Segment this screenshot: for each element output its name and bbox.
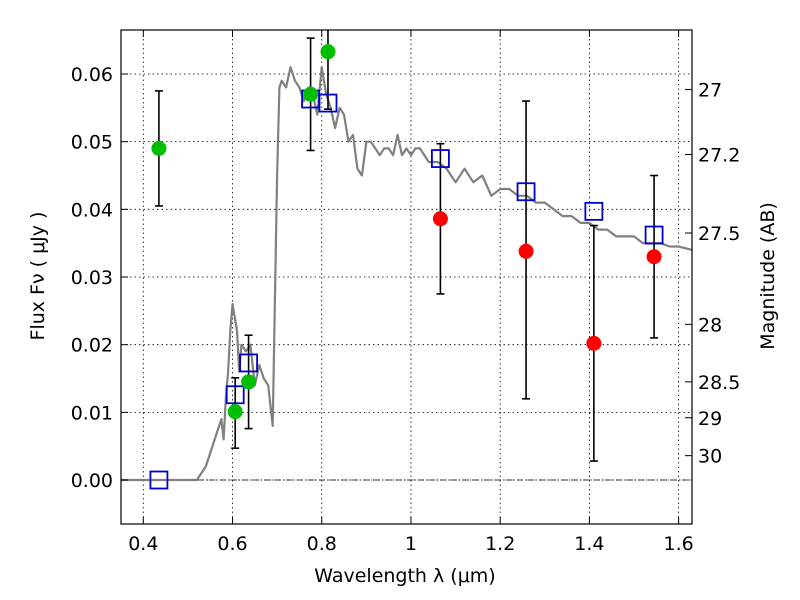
x-tick-label-3: 1 xyxy=(405,533,417,555)
observed-point-green-4 xyxy=(320,44,336,60)
right-tick-label-3: 28 xyxy=(698,314,722,336)
model-point-blue-0 xyxy=(149,470,169,490)
grid xyxy=(121,30,692,524)
y-tick-label-3: 0.03 xyxy=(71,267,113,289)
observed-point-green-3 xyxy=(303,86,319,102)
x-tick-label-0: 0.4 xyxy=(128,533,158,555)
observed-point-green-2 xyxy=(241,374,257,390)
green-errorbar-4 xyxy=(323,30,332,110)
x-axis-label: Wavelength λ (μm) xyxy=(314,565,495,587)
right-tick-label-0: 27 xyxy=(698,80,722,102)
observed-point-green-1 xyxy=(227,404,243,420)
model-point-blue-5 xyxy=(431,149,450,168)
y-axis-label-right: Magnitude (AB) xyxy=(757,202,779,350)
y-ticks-left: 0.00 0.01 0.02 0.03 0.04 0.05 0.06 xyxy=(71,64,128,492)
x-tick-label-4: 1.2 xyxy=(485,533,515,555)
right-tick-label-4: 28.5 xyxy=(698,372,740,394)
observed-point-green-0 xyxy=(151,140,167,156)
marker-layer xyxy=(149,44,664,490)
model-spectrum-layer xyxy=(121,66,693,482)
y-tick-label-2: 0.02 xyxy=(71,335,113,357)
observed-point-red-2 xyxy=(586,335,602,351)
y-tick-label-5: 0.05 xyxy=(71,132,113,154)
right-tick-label-1: 27.2 xyxy=(698,145,740,167)
x-tick-label-2: 0.8 xyxy=(307,533,337,555)
right-tick-label-2: 27.5 xyxy=(698,223,740,245)
model-spectrum-line xyxy=(121,66,693,482)
observed-point-red-1 xyxy=(518,243,534,259)
observed-point-red-0 xyxy=(432,211,448,227)
y-tick-label-0: 0.00 xyxy=(71,470,113,492)
model-point-blue-8 xyxy=(644,225,664,245)
x-tick-label-1: 0.6 xyxy=(217,533,247,555)
errorbar-layer xyxy=(154,30,659,462)
model-point-blue-6 xyxy=(516,182,536,202)
y-tick-label-4: 0.04 xyxy=(71,199,113,221)
model-point-blue-4 xyxy=(318,93,338,113)
y-axis-label-left: Flux Fν ( μJy ) xyxy=(27,212,49,341)
right-tick-label-6: 30 xyxy=(698,446,722,468)
right-tick-label-5: 29 xyxy=(698,408,722,430)
model-point-blue-7 xyxy=(584,201,604,221)
y-ticks-right: 27 27.2 27.5 28 28.5 29 30 xyxy=(685,80,740,468)
model-point-blue-1 xyxy=(225,385,245,405)
y-tick-label-1: 0.01 xyxy=(71,402,113,424)
observed-point-red-3 xyxy=(646,249,662,265)
x-tick-label-6: 1.6 xyxy=(664,533,694,555)
model-point-blue-2 xyxy=(239,353,258,373)
y-tick-label-6: 0.06 xyxy=(71,64,113,86)
x-ticks: 0.4 0.6 0.8 1 1.2 1.4 1.6 xyxy=(128,30,694,555)
x-tick-label-5: 1.4 xyxy=(574,533,604,555)
